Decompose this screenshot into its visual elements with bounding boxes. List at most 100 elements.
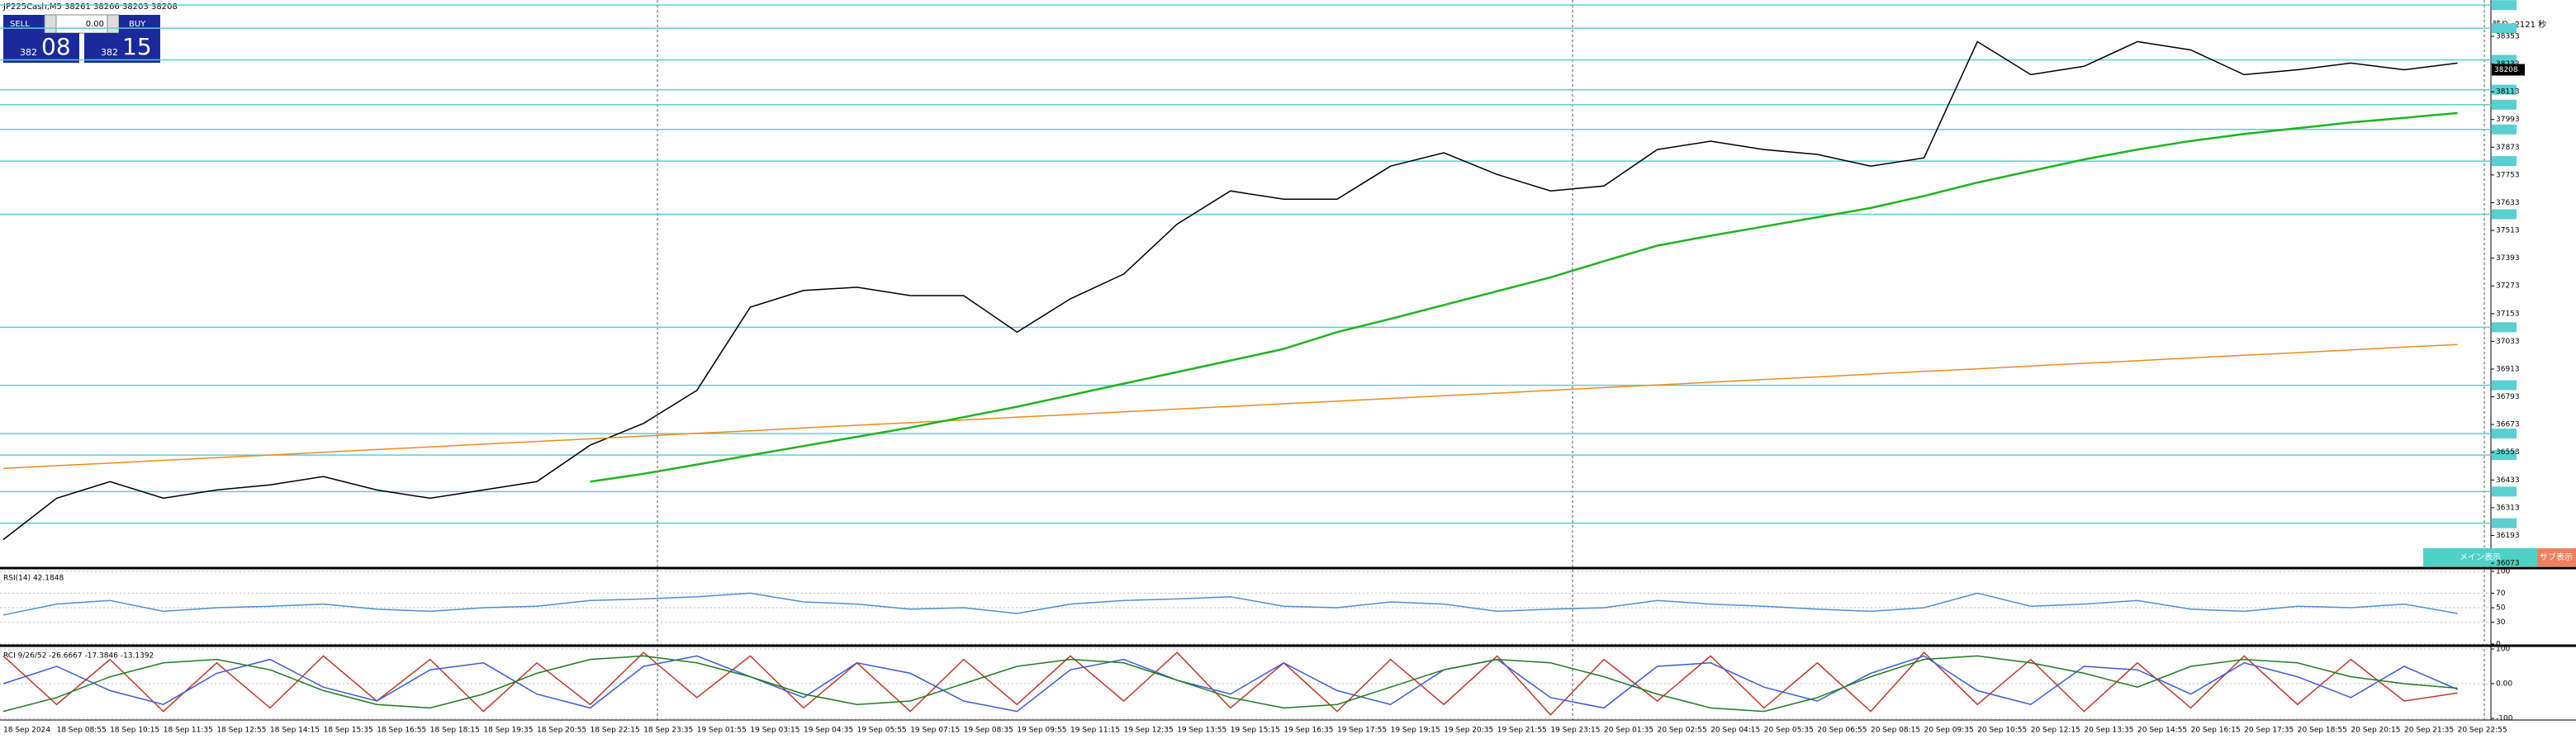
y-tick-label: -100 (2496, 715, 2513, 723)
x-tick-label: 19 Sep 21:55 (1497, 727, 1547, 735)
y-tick-label: 30 (2496, 618, 2506, 627)
bid-box[interactable] (3, 33, 79, 63)
main-view-button[interactable] (2423, 548, 2537, 566)
ask-big: 15 (122, 33, 152, 60)
level-axis-marker (2492, 429, 2517, 439)
buy-label: BUY (129, 20, 146, 29)
ask-box[interactable] (84, 33, 160, 63)
y-tick-label: 36913 (2496, 365, 2520, 373)
x-tick-label: 19 Sep 15:15 (1231, 727, 1280, 735)
ask-small: 382 (101, 47, 118, 58)
x-tick-label: 20 Sep 17:35 (2244, 727, 2294, 735)
x-tick-label: 19 Sep 09:55 (1017, 727, 1066, 735)
x-tick-label: 18 Sep 23:35 (643, 727, 693, 735)
y-tick-label: 36793 (2496, 393, 2520, 401)
y-tick-label: 37993 (2496, 116, 2520, 124)
y-tick-label: 0 (2496, 641, 2501, 649)
x-tick-label: 20 Sep 10:55 (1977, 727, 2027, 735)
x-tick-label: 20 Sep 01:35 (1604, 727, 1653, 735)
y-tick-label: 0.00 (2496, 680, 2512, 689)
x-tick-label: 18 Sep 15:35 (324, 727, 373, 735)
y-tick-label: 100 (2496, 646, 2510, 654)
x-tick-label: 20 Sep 20:15 (2351, 727, 2400, 735)
level-axis-marker (2492, 23, 2517, 34)
x-tick-label: 19 Sep 23:15 (1550, 727, 1600, 735)
sell-label: SELL (10, 20, 30, 29)
x-tick-label: 19 Sep 19:15 (1391, 727, 1440, 735)
y-tick-label: 37153 (2496, 310, 2520, 318)
x-tick-label: 20 Sep 08:15 (1871, 727, 1920, 735)
y-tick-label: 36553 (2496, 448, 2520, 457)
y-tick-label: 37753 (2496, 171, 2520, 179)
y-tick-label: 36433 (2496, 476, 2520, 485)
level-axis-marker (2492, 486, 2517, 497)
x-tick-label: 19 Sep 01:55 (697, 727, 747, 735)
x-tick-label: 19 Sep 17:55 (1337, 727, 1387, 735)
x-tick-label: 20 Sep 18:55 (2298, 727, 2347, 735)
level-axis-marker (2492, 99, 2517, 110)
x-tick-label: 19 Sep 05:55 (857, 727, 907, 735)
sub-view-label: サブ表示 (2540, 552, 2573, 562)
y-tick-label: 36313 (2496, 504, 2520, 512)
x-tick-label: 18 Sep 10:15 (110, 727, 159, 735)
bid-small: 382 (20, 47, 37, 58)
level-axis-marker (2492, 518, 2517, 528)
series-line (2, 40, 2458, 541)
level-axis-marker (2492, 209, 2517, 220)
lot-value: 0.00 (86, 20, 104, 29)
level-axis-marker (2492, 54, 2517, 65)
x-tick-label: 18 Sep 14:15 (270, 727, 320, 735)
pane-title: RCI 9/26/52 -26.6667 -17.3846 -13.1392 (3, 652, 154, 661)
symbol-line: JP225Cash,M5 38261 38266 38203 38208 (2, 2, 178, 12)
level-axis-marker (2492, 84, 2517, 95)
level-axis-marker (2492, 0, 2517, 11)
x-tick-label: 19 Sep 11:15 (1070, 727, 1120, 735)
y-tick-label: 37633 (2496, 199, 2520, 207)
level-axis-marker (2492, 156, 2517, 167)
x-tick-label: 20 Sep 22:55 (2458, 727, 2507, 735)
x-tick-label: 20 Sep 12:15 (2031, 727, 2080, 735)
series-line (2, 655, 2458, 713)
y-tick-label: 37873 (2496, 144, 2520, 152)
level-axis-marker (2492, 124, 2517, 135)
level-axis-marker (2492, 450, 2517, 461)
main-view-label: メイン表示 (2460, 552, 2501, 562)
series-line (2, 655, 2458, 713)
series-line (2, 651, 2458, 716)
bid-big: 08 (41, 33, 71, 60)
x-tick-label: 18 Sep 2024 (3, 727, 50, 735)
series-line (2, 592, 2458, 616)
x-tick-label: 19 Sep 13:55 (1177, 727, 1226, 735)
x-tick-label: 19 Sep 08:35 (964, 727, 1013, 735)
x-tick-label: 20 Sep 02:55 (1658, 727, 1707, 735)
x-tick-label: 18 Sep 19:35 (483, 727, 533, 735)
x-tick-label: 18 Sep 16:55 (377, 727, 426, 735)
lot-down[interactable] (44, 14, 57, 34)
x-tick-label: 20 Sep 04:15 (1710, 727, 1760, 735)
y-tick-label: 37513 (2496, 227, 2520, 235)
x-tick-label: 20 Sep 13:35 (2084, 727, 2133, 735)
x-tick-label: 18 Sep 08:55 (57, 727, 107, 735)
y-tick-label: 38113 (2496, 88, 2520, 97)
y-tick-label: 37033 (2496, 338, 2520, 346)
y-tick-label: 37273 (2496, 282, 2520, 291)
x-tick-label: 19 Sep 03:15 (750, 727, 799, 735)
x-tick-label: 18 Sep 20:55 (537, 727, 586, 735)
x-tick-label: 19 Sep 07:15 (910, 727, 960, 735)
pane-title: RSI(14) 42.1848 (3, 575, 64, 583)
x-tick-label: 20 Sep 06:55 (1817, 727, 1867, 735)
x-tick-label: 18 Sep 18:15 (430, 727, 480, 735)
y-tick-label: 70 (2496, 590, 2506, 598)
lot-up[interactable] (107, 14, 120, 34)
y-tick-label: 36073 (2496, 560, 2520, 568)
x-tick-label: 18 Sep 22:15 (591, 727, 640, 735)
y-tick-label: 38353 (2496, 32, 2520, 40)
series-line (2, 343, 2458, 470)
current-price-box (2492, 64, 2525, 76)
level-axis-marker (2492, 322, 2517, 333)
level-axis-marker (2492, 380, 2517, 391)
sub-view-button[interactable] (2537, 548, 2576, 566)
y-tick-label: 50 (2496, 604, 2506, 613)
